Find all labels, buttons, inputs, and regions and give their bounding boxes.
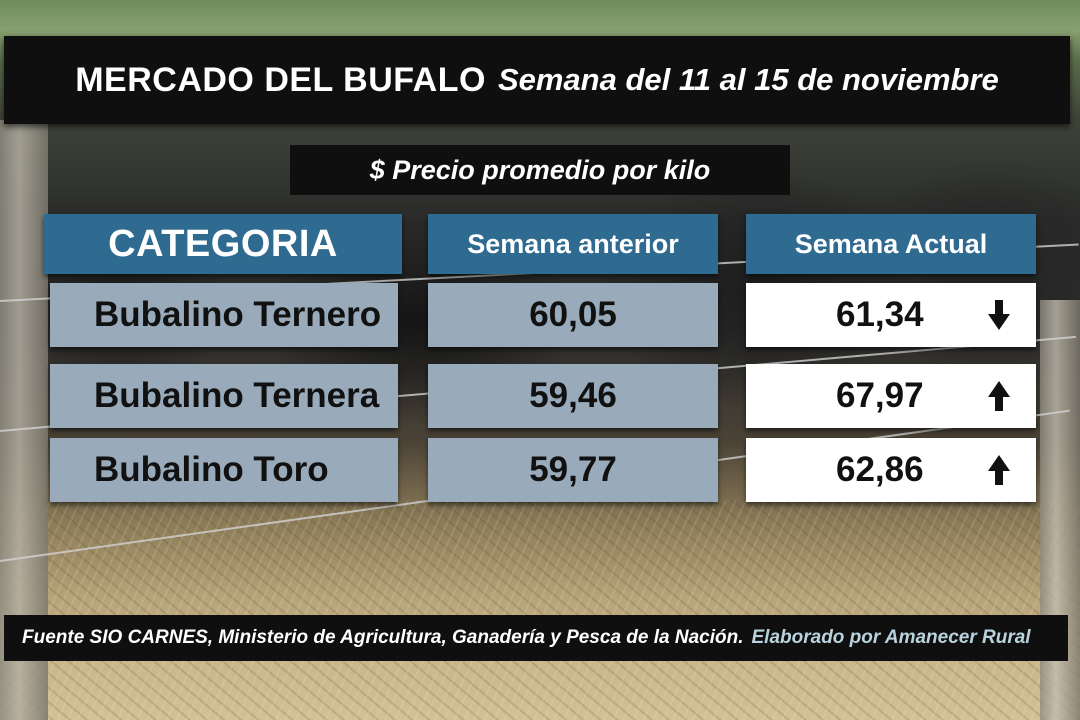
current-week-price-cell: 61,34 — [746, 283, 1036, 347]
price-caption: $ Precio promedio por kilo — [290, 145, 790, 195]
week-range: Semana del 11 al 15 de noviembre — [497, 62, 999, 97]
arrow-down-icon — [988, 300, 1010, 330]
previous-week-price: 60,05 — [428, 283, 718, 347]
category-cell: Bubalino Toro — [50, 438, 398, 502]
previous-week-price: 59,46 — [428, 364, 718, 428]
previous-week-price: 59,77 — [428, 438, 718, 502]
current-week-price: 67,97 — [836, 376, 924, 415]
column-header-semana-actual: Semana Actual — [746, 214, 1036, 274]
category-cell: Bubalino Ternera — [50, 364, 398, 428]
column-header-categoria: CATEGORIA — [44, 214, 402, 274]
straw-ground — [0, 500, 1080, 720]
arrow-up-icon — [988, 455, 1010, 485]
title-banner: MERCADO DEL BUFALO Semana del 11 al 15 d… — [4, 36, 1070, 124]
current-week-price: 62,86 — [836, 450, 924, 489]
source-footer: Fuente SIO CARNES, Ministerio de Agricul… — [4, 615, 1068, 661]
arrow-up-icon — [988, 381, 1010, 411]
current-week-price-cell: 62,86 — [746, 438, 1036, 502]
current-week-price: 61,34 — [836, 295, 924, 334]
current-week-price-cell: 67,97 — [746, 364, 1036, 428]
column-header-semana-anterior: Semana anterior — [428, 214, 718, 274]
page-title: MERCADO DEL BUFALO — [75, 60, 486, 99]
category-cell: Bubalino Ternero — [50, 283, 398, 347]
credit-text: Elaborado por Amanecer Rural — [751, 627, 1031, 648]
source-text: Fuente SIO CARNES, Ministerio de Agricul… — [22, 627, 744, 648]
